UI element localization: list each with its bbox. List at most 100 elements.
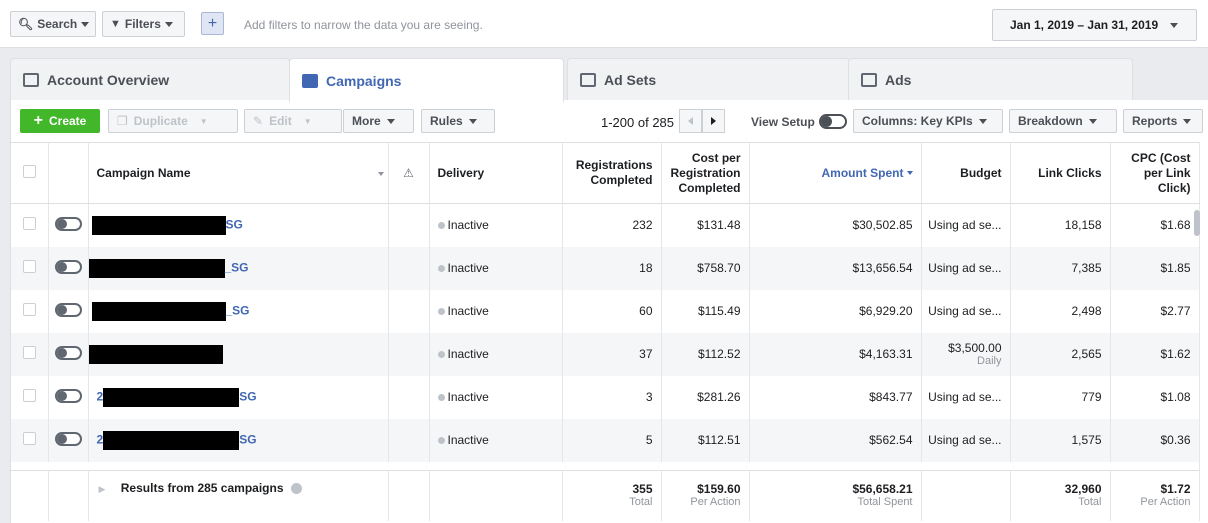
campaign-status-toggle[interactable] — [54, 345, 82, 360]
cpc-cell: $1.08 — [1110, 375, 1200, 419]
column-header-campaign-name[interactable]: Campaign Name — [88, 142, 389, 204]
redacted-block — [88, 258, 225, 278]
campaign-name-cell[interactable]: _SG — [88, 289, 389, 333]
column-header-registrations[interactable]: Registrations Completed — [562, 142, 662, 204]
edit-button[interactable]: ✎ Edit ▼ — [244, 109, 342, 133]
status-dot-icon — [437, 394, 445, 401]
cpc-cell: $2.77 — [1110, 289, 1200, 333]
chevron-down-icon: ▼ — [199, 116, 208, 126]
column-header-delivery[interactable]: Delivery — [429, 142, 563, 204]
chevron-down-icon — [978, 118, 987, 124]
expand-caret-icon[interactable]: ▶ — [98, 484, 106, 494]
more-button[interactable]: More — [343, 109, 414, 133]
previous-page-button[interactable] — [679, 109, 702, 133]
column-header-amount-spent[interactable]: Amount Spent — [749, 142, 922, 204]
plus-icon: + — [207, 14, 218, 32]
create-button[interactable]: + Create — [20, 109, 100, 133]
campaign-status-toggle[interactable] — [54, 259, 82, 274]
column-header-cost-per-registration[interactable]: Cost per Registration Completed — [661, 142, 750, 204]
redacted-block — [91, 301, 226, 321]
chevron-right-icon — [711, 117, 716, 125]
campaign-name-cell[interactable]: SG — [88, 203, 389, 247]
cpc-cell: $1.85 — [1110, 246, 1200, 290]
search-button[interactable]: 🔍︎ Search — [10, 11, 96, 37]
row-checkbox[interactable] — [22, 303, 36, 316]
campaign-status-toggle[interactable] — [54, 388, 82, 403]
registrations-cell: 3 — [562, 375, 662, 419]
column-header-budget[interactable]: Budget — [921, 142, 1011, 204]
table-row[interactable]: SG Inactive 232 $131.48 $30,502.85 Using… — [11, 203, 1200, 247]
row-checkbox[interactable] — [22, 346, 36, 359]
budget-cell[interactable]: $3,500.00 Daily — [921, 332, 1011, 376]
budget-cell[interactable]: Using ad se... — [921, 246, 1011, 290]
duplicate-icon: ❐ — [117, 114, 128, 128]
link-clicks-cell: 2,498 — [1010, 289, 1111, 333]
budget-cell[interactable]: Using ad se... — [921, 289, 1011, 333]
chevron-down-icon — [81, 21, 90, 27]
breakdown-button[interactable]: Breakdown — [1009, 109, 1117, 133]
funnel-icon: ▼ — [110, 18, 121, 30]
add-filter-button[interactable]: + — [201, 12, 224, 35]
tab-campaigns[interactable]: Campaigns — [289, 58, 564, 102]
duplicate-button[interactable]: ❐ Duplicate ▼ — [108, 109, 238, 133]
search-icon: 🔍︎ — [18, 17, 34, 31]
status-dot-icon — [437, 351, 445, 358]
campaign-name-cell[interactable] — [88, 332, 389, 376]
registrations-cell: 18 — [562, 246, 662, 290]
table-row[interactable]: 2 SG Inactive 3 $281.26 $843.77 Using ad … — [11, 375, 1200, 419]
select-all-checkbox[interactable] — [22, 164, 36, 178]
filter-bar: 🔍︎ Search ▼ Filters + Add filters to nar… — [0, 0, 1208, 48]
toggle-switch[interactable] — [818, 114, 847, 129]
columns-button[interactable]: Columns: Key KPIs — [853, 109, 1003, 133]
status-dot-icon — [437, 437, 445, 444]
view-setup-toggle[interactable]: View Setup — [751, 114, 847, 129]
next-page-button[interactable] — [702, 109, 725, 133]
campaign-status-toggle[interactable] — [54, 216, 82, 231]
table-row[interactable]: _SG Inactive 60 $115.49 $6,929.20 Using … — [11, 289, 1200, 333]
campaign-name-cell[interactable]: 2 SG — [88, 375, 389, 419]
filters-button[interactable]: ▼ Filters — [102, 11, 185, 37]
chevron-left-icon — [688, 117, 693, 125]
budget-cell[interactable]: Using ad se... — [921, 203, 1011, 247]
row-checkbox[interactable] — [22, 432, 36, 445]
table-row[interactable]: Inactive 37 $112.52 $4,163.31 $3,500.00 D… — [11, 332, 1200, 376]
sort-caret-icon — [377, 171, 384, 176]
pagination-label: 1-200 of 285 — [601, 115, 675, 130]
table-row[interactable]: _SG Inactive 18 $758.70 $13,656.54 Using… — [11, 246, 1200, 290]
campaign-name-cell[interactable]: 2 SG — [88, 418, 389, 462]
total-cpc: $1.72 Per Action — [1110, 470, 1200, 521]
tab-ad-sets[interactable]: Ad Sets — [567, 58, 850, 100]
budget-cell[interactable]: Using ad se... — [921, 375, 1011, 419]
tab-account-overview[interactable]: Account Overview — [10, 58, 290, 100]
budget-cell[interactable]: Using ad se... — [921, 418, 1011, 462]
campaign-status-toggle[interactable] — [54, 302, 82, 317]
redacted-block — [91, 215, 226, 235]
vertical-scrollbar[interactable] — [1194, 210, 1200, 236]
total-spent: $56,658.21 Total Spent — [749, 470, 922, 521]
row-checkbox[interactable] — [22, 217, 36, 231]
redacted-block — [103, 430, 240, 450]
rules-button[interactable]: Rules — [421, 109, 495, 133]
column-header-link-clicks[interactable]: Link Clicks — [1010, 142, 1111, 204]
status-dot-icon — [437, 308, 445, 315]
cpc-cell: $0.36 — [1110, 418, 1200, 462]
registrations-cell: 37 — [562, 332, 662, 376]
registrations-cell: 5 — [562, 418, 662, 462]
campaigns-panel: + Create ❐ Duplicate ▼ ✎ Edit ▼ More Rul… — [10, 100, 1208, 523]
tab-ads[interactable]: Ads — [848, 58, 1133, 100]
date-range-picker[interactable]: Jan 1, 2019 – Jan 31, 2019 — [992, 9, 1197, 41]
total-cost: $159.60 Per Action — [661, 470, 750, 521]
info-icon[interactable] — [290, 483, 302, 495]
table-row[interactable]: 2 SG Inactive 5 $112.51 $562.54 Using ad … — [11, 418, 1200, 462]
row-checkbox[interactable] — [22, 260, 36, 273]
amount-spent-cell: $843.77 — [749, 375, 922, 419]
campaign-name-cell[interactable]: _SG — [88, 246, 389, 290]
amount-spent-cell: $562.54 — [749, 418, 922, 462]
column-header-cpc[interactable]: CPC (Cost per Link Click) — [1110, 142, 1200, 204]
reports-button[interactable]: Reports — [1123, 109, 1203, 133]
campaign-status-toggle[interactable] — [54, 431, 82, 446]
totals-row: ▶ Results from 285 campaigns 355 Total $1… — [11, 470, 1200, 521]
link-clicks-cell: 7,385 — [1010, 246, 1111, 290]
amount-spent-cell: $13,656.54 — [749, 246, 922, 290]
row-checkbox[interactable] — [22, 389, 36, 402]
